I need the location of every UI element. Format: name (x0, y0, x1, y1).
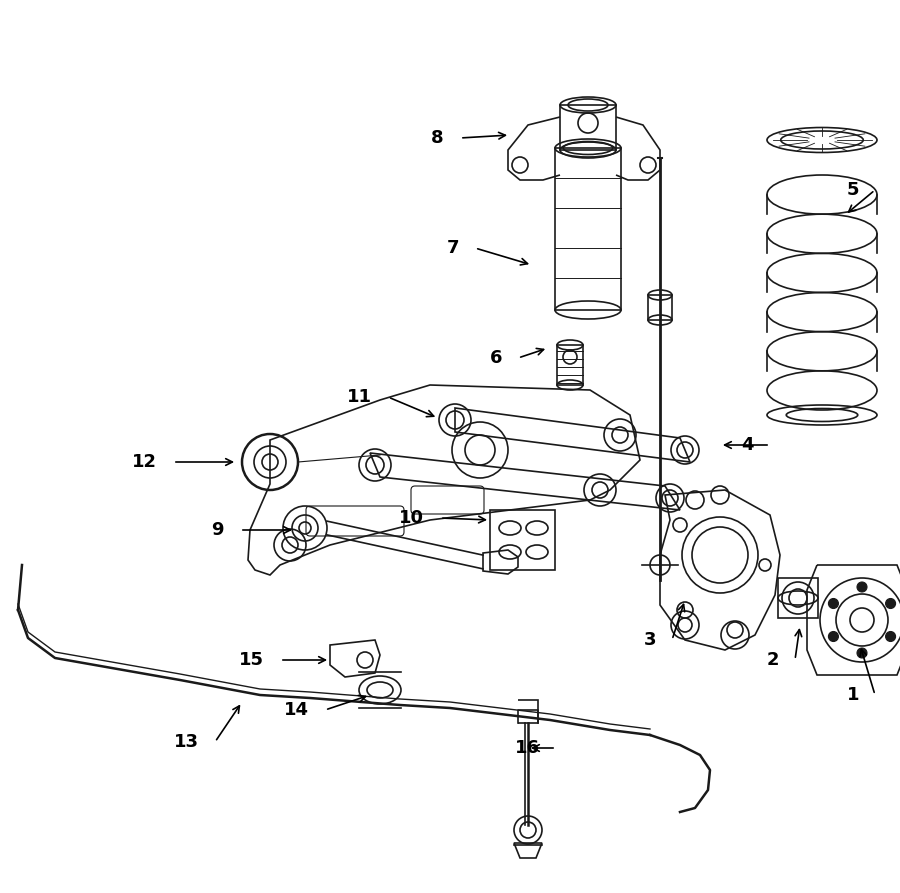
Text: 14: 14 (284, 701, 309, 719)
Text: 16: 16 (515, 739, 540, 757)
Text: 6: 6 (490, 349, 502, 367)
Circle shape (857, 582, 867, 592)
Text: 1: 1 (847, 686, 859, 704)
Text: 7: 7 (446, 239, 459, 257)
Circle shape (886, 598, 896, 608)
Text: 8: 8 (431, 129, 444, 147)
Text: 12: 12 (132, 453, 157, 471)
Text: 15: 15 (239, 651, 264, 669)
Circle shape (886, 631, 896, 641)
Text: 5: 5 (847, 181, 859, 199)
Text: 2: 2 (767, 651, 779, 669)
Text: 10: 10 (399, 509, 424, 527)
Circle shape (828, 631, 839, 641)
Text: 11: 11 (347, 388, 372, 406)
Text: 13: 13 (174, 733, 199, 751)
Circle shape (857, 648, 867, 658)
Circle shape (828, 598, 839, 608)
Text: 9: 9 (212, 521, 224, 539)
Text: 4: 4 (742, 436, 754, 454)
Text: 3: 3 (644, 631, 656, 649)
